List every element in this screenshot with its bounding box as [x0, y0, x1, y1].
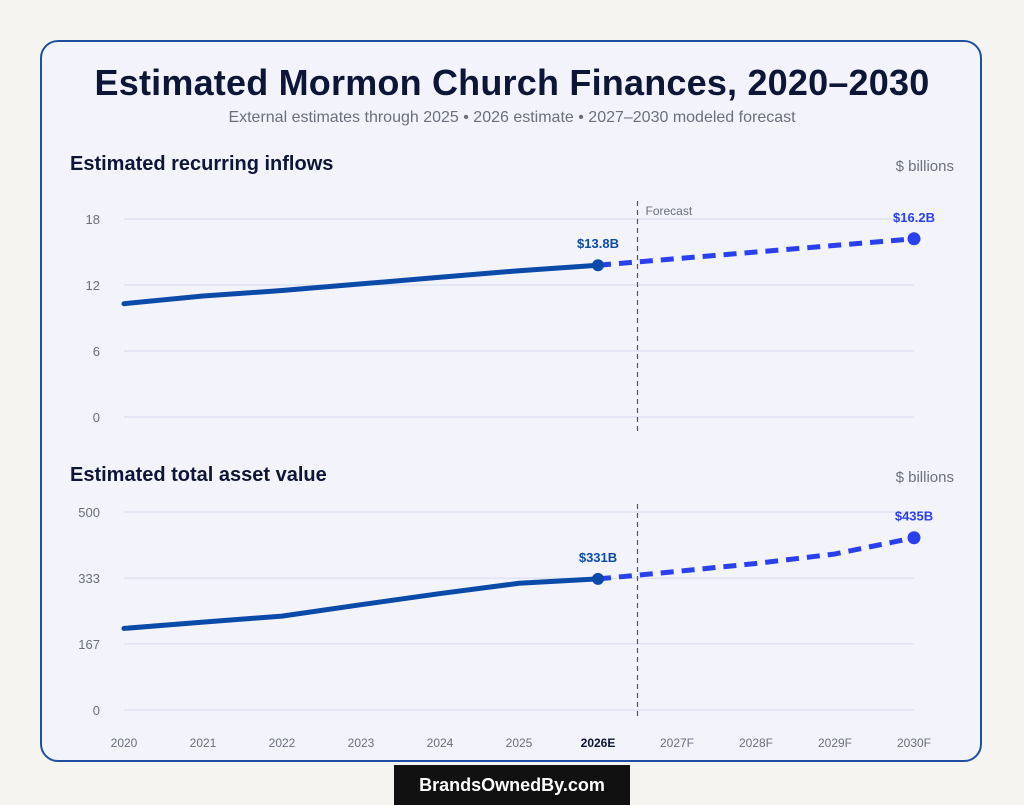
- x-tick-label: 2028F: [739, 736, 773, 750]
- x-tick-label: 2022: [269, 736, 296, 750]
- actual-end-point-inflows: [592, 259, 604, 272]
- x-tick-label: 2029F: [818, 736, 852, 750]
- forecast-end-point-inflows: [907, 232, 921, 246]
- y-tick-label-assets: 167: [78, 637, 100, 652]
- y-tick-label-assets: 0: [93, 703, 100, 718]
- y-tick-label-inflows: 18: [86, 212, 100, 227]
- data-label-inflows: $16.2B: [893, 210, 935, 225]
- x-tick-label: 2020: [111, 736, 138, 750]
- chart-subtitle: External estimates through 2025 • 2026 e…: [228, 109, 796, 126]
- unit-label-assets: $ billions: [895, 469, 954, 486]
- data-label-assets: $435B: [895, 509, 933, 524]
- x-tick-label: 2023: [348, 736, 375, 750]
- y-tick-label-assets: 333: [78, 571, 100, 586]
- y-tick-label-inflows: 0: [93, 410, 100, 425]
- forecast-series-line-assets: [597, 535, 915, 582]
- forecast-end-point-assets: [907, 531, 921, 545]
- x-tick-label: 2027F: [660, 736, 694, 750]
- forecast-label: Forecast: [646, 204, 693, 218]
- forecast-series-line-inflows: [597, 236, 915, 268]
- y-tick-label-assets: 500: [78, 505, 100, 520]
- actual-series-line-inflows: [121, 262, 601, 307]
- y-tick-label-inflows: 12: [86, 278, 100, 293]
- actual-end-point-assets: [592, 572, 604, 585]
- x-tick-label: 2025: [506, 736, 533, 750]
- data-label-assets: $331B: [579, 550, 617, 565]
- unit-label-inflows: $ billions: [895, 158, 954, 175]
- chart-title: Estimated Mormon Church Finances, 2020–2…: [94, 62, 930, 103]
- x-tick-label: 2030F: [897, 736, 931, 750]
- panel-title-assets: Estimated total asset value: [70, 464, 327, 486]
- data-label-inflows: $13.8B: [577, 236, 619, 251]
- x-tick-label: 2021: [190, 736, 217, 750]
- chart-card: [40, 40, 982, 762]
- y-tick-label-inflows: 6: [93, 344, 100, 359]
- x-tick-label: 2026E: [581, 736, 616, 750]
- actual-series-line-assets: [121, 576, 601, 631]
- brand-footer: BrandsOwnedBy.com: [394, 765, 630, 805]
- panel-title-inflows: Estimated recurring inflows: [70, 153, 334, 175]
- x-tick-label: 2024: [427, 736, 454, 750]
